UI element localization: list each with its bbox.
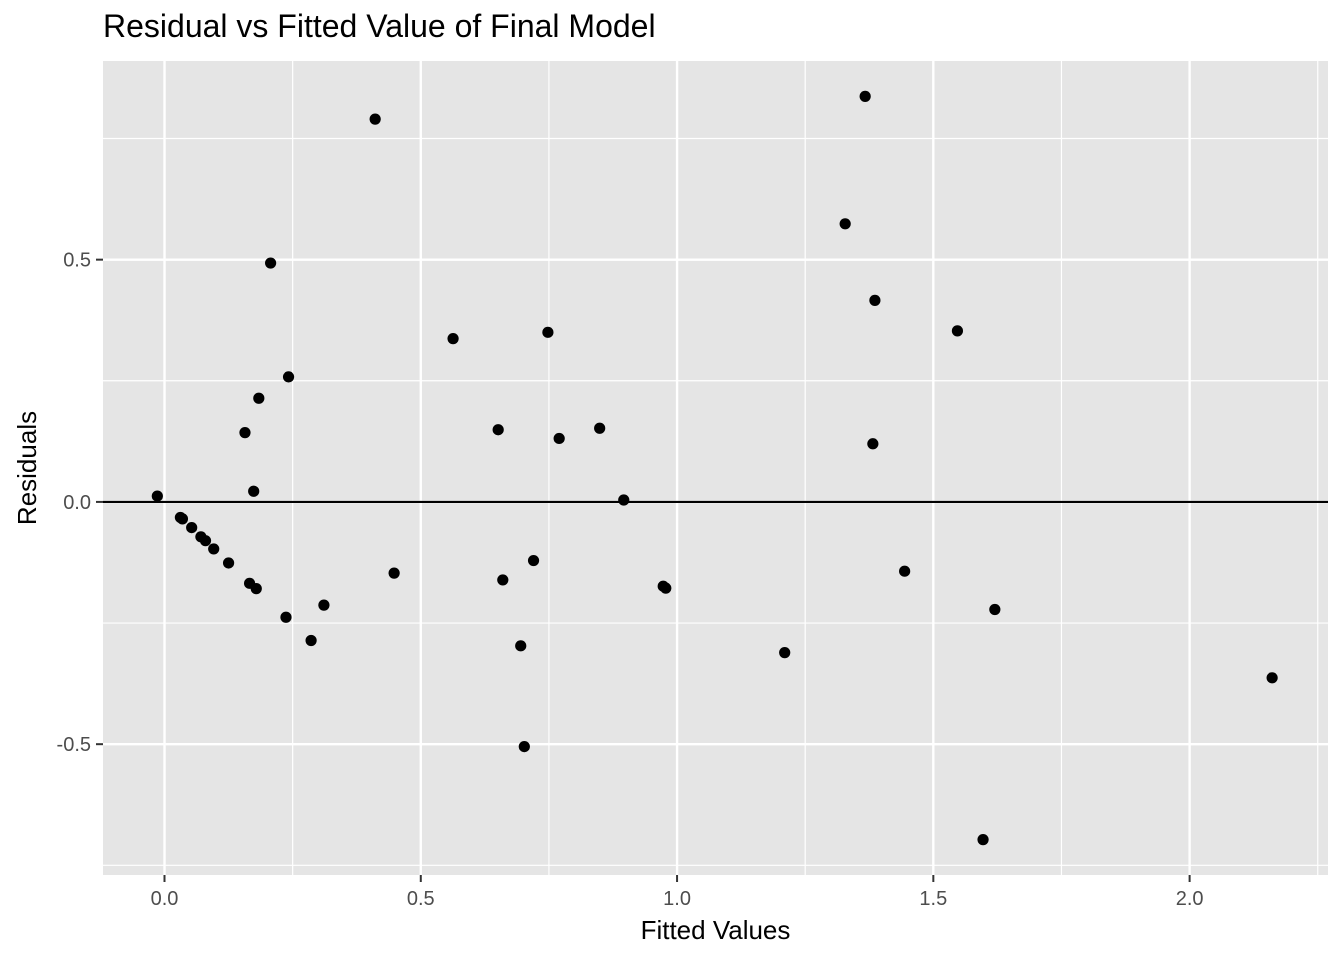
plot-panel [103, 61, 1328, 875]
x-tick-label: 1.0 [663, 888, 691, 910]
data-point [280, 611, 292, 623]
data-point [176, 513, 189, 525]
data-point [199, 535, 212, 547]
y-axis-title: Residuals [12, 411, 42, 525]
data-point [867, 438, 879, 450]
x-tick-label: 2.0 [1176, 888, 1204, 910]
data-point [594, 422, 606, 434]
data-point [779, 647, 791, 659]
data-point [282, 371, 295, 383]
data-points [151, 90, 1278, 846]
data-point [553, 432, 565, 445]
data-point [527, 554, 540, 567]
data-point [388, 567, 400, 579]
data-point [369, 113, 381, 125]
data-point [899, 565, 911, 577]
data-point [318, 599, 330, 611]
y-axis: -0.5 0.0 0.5 [57, 250, 103, 756]
data-point [977, 834, 989, 846]
y-tick-label: -0.5 [57, 734, 91, 756]
data-point [248, 485, 260, 497]
y-tick-label: 0.5 [63, 250, 91, 272]
data-point [542, 326, 554, 338]
chart-title: Residual vs Fitted Value of Final Model [103, 8, 656, 44]
x-tick-label: 1.5 [919, 888, 947, 910]
data-point [951, 325, 964, 337]
data-point [660, 582, 672, 594]
data-point [253, 392, 265, 404]
data-point [265, 257, 277, 269]
minor-gridlines [103, 61, 1328, 875]
data-point [492, 424, 504, 436]
data-point [989, 603, 1001, 616]
data-point [250, 583, 262, 595]
x-axis: 0.0 0.5 1.0 1.5 2.0 [151, 875, 1204, 910]
data-point [839, 218, 851, 230]
data-point [186, 521, 198, 534]
data-point [208, 543, 220, 555]
data-point [515, 640, 527, 652]
data-point [239, 427, 251, 439]
data-point [447, 333, 459, 345]
data-point [618, 494, 630, 506]
x-tick-label: 0.0 [151, 888, 179, 910]
data-point [222, 557, 235, 569]
x-axis-title: Fitted Values [641, 915, 791, 945]
data-point [305, 634, 317, 647]
data-point [497, 574, 509, 586]
x-tick-label: 0.5 [407, 888, 435, 910]
y-tick-label: 0.0 [63, 492, 91, 514]
data-point [518, 741, 530, 753]
data-point [859, 90, 871, 102]
data-point [869, 294, 881, 306]
data-point [151, 490, 163, 502]
data-point [1266, 672, 1278, 684]
